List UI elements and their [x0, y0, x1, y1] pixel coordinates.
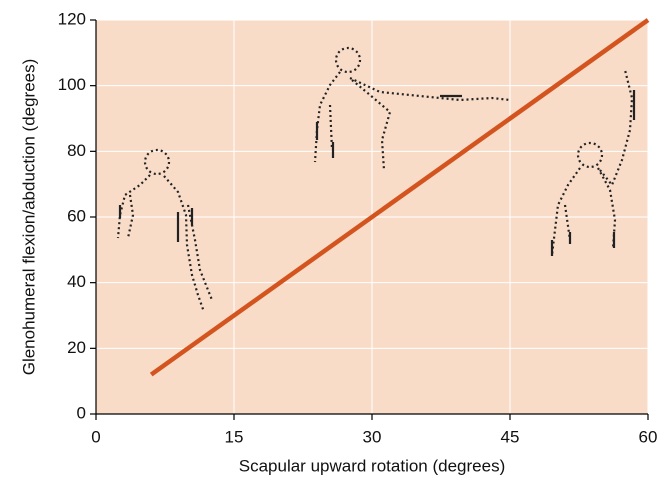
- y-axis-title: Glenohumeral flexion/abduction (degrees): [19, 59, 38, 376]
- figure-middle: [313, 46, 511, 171]
- y-tick-label: 0: [77, 403, 86, 422]
- y-tick-label: 40: [67, 272, 86, 291]
- x-tick-label: 30: [363, 427, 382, 446]
- x-axis-title: Scapular upward rotation (degrees): [239, 456, 505, 475]
- y-tick-label: 120: [58, 9, 86, 28]
- line: [149, 18, 650, 377]
- y-tick-label: 60: [67, 206, 86, 225]
- x-tick-label: 60: [639, 427, 658, 446]
- x-tick-label: 15: [225, 427, 244, 446]
- figure-right: [550, 69, 636, 256]
- figure-left: [116, 148, 214, 313]
- x-tick-label: 0: [91, 427, 100, 446]
- marks: [149, 18, 650, 377]
- x-tick-label: 45: [501, 427, 520, 446]
- y-tick-label: 20: [67, 338, 86, 357]
- y-tick-label: 80: [67, 141, 86, 160]
- y-tick-label: 100: [58, 75, 86, 94]
